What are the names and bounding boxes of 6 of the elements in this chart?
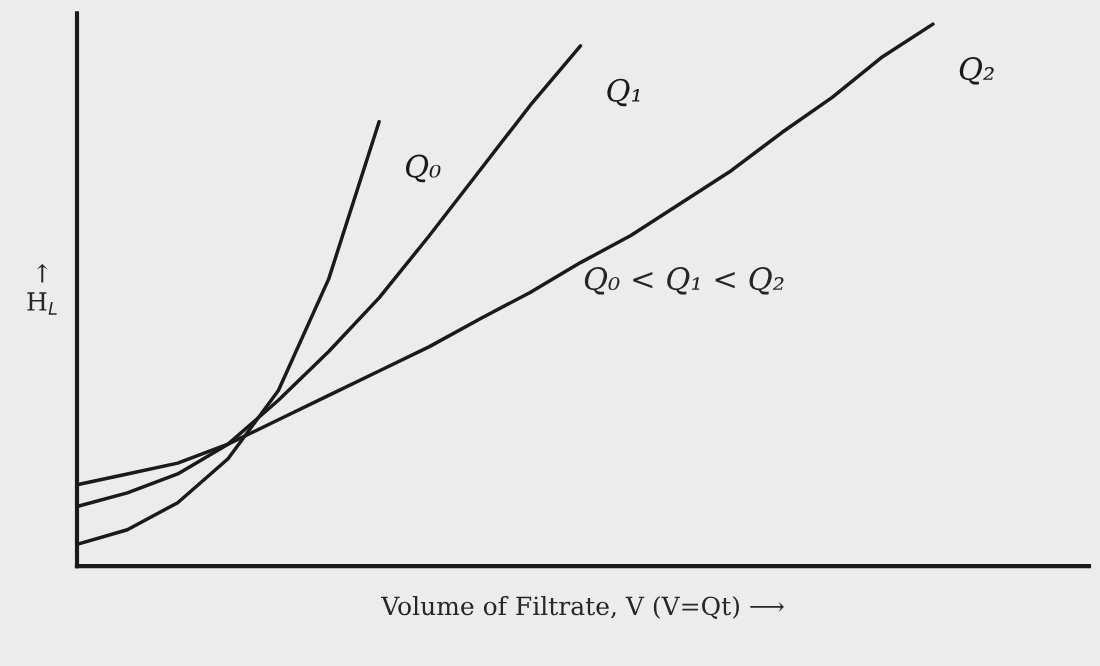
y-axis-title: ↑ H$_{L}$ <box>27 264 57 315</box>
series-label: Q₂ <box>959 57 994 85</box>
x-axis-title: Volume of Filtrate, V (V=Qt) ⟶ <box>381 595 784 619</box>
annotation: Q₀ < Q₁ < Q₂ <box>584 267 784 295</box>
series-label: Q₁ <box>607 78 640 107</box>
series-label: Q₀ <box>405 154 441 183</box>
